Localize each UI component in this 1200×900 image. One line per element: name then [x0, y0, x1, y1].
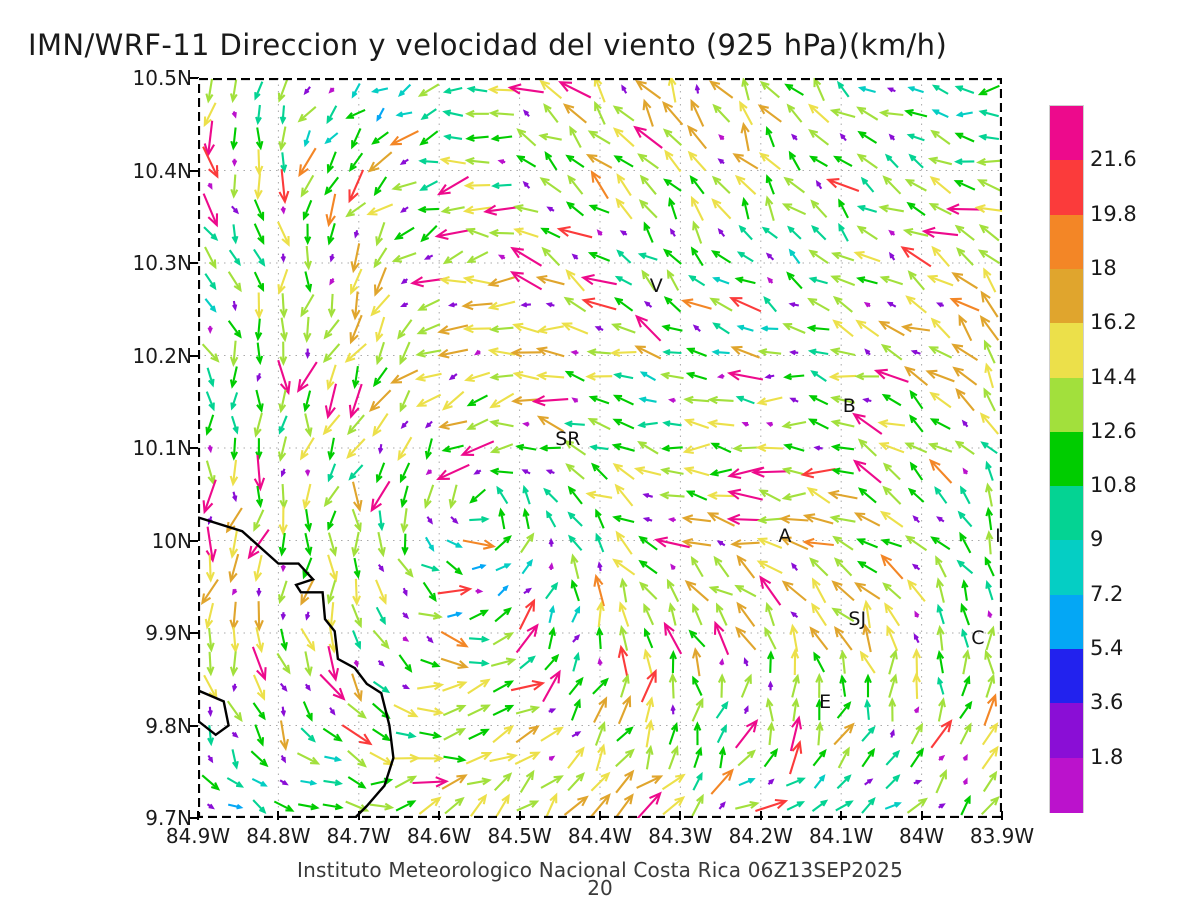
colorbar-band	[1050, 486, 1083, 542]
footer-overlap-text: 20	[587, 876, 613, 900]
y-tick-mark	[190, 447, 199, 449]
x-tick-label: 84.9W	[165, 824, 231, 848]
footer-text: Instituto Meteorologico Nacional Costa R…	[296, 858, 904, 882]
colorbar-tick-label: 1.8	[1090, 744, 1124, 769]
x-axis: 84.9W 84.8W 84.7W 84.6W 84.5W 84.4W 84.3W 84.2W…	[166, 811, 1034, 860]
x-tick-label: 84.4W	[567, 824, 633, 848]
map-station-label-sj: SJ	[848, 608, 867, 631]
y-tick-mark	[190, 262, 199, 264]
colorbar-band	[1050, 540, 1083, 596]
colorbar-tick-label: 7.2	[1090, 581, 1124, 606]
colorbar-tick-label: 12.6	[1090, 418, 1137, 443]
y-tick-mark	[190, 724, 199, 727]
map-station-label-i: I	[995, 524, 1001, 547]
x-tick-mark	[1001, 811, 1003, 820]
y-tick-mark	[190, 77, 199, 79]
colorbar	[1049, 105, 1084, 814]
colorbar-tick-label: 3.6	[1090, 690, 1124, 715]
colorbar-band	[1050, 703, 1083, 759]
colorbar-band	[1050, 377, 1083, 433]
x-tick-label: 84.5W	[487, 824, 552, 848]
x-tick-label: 84.6W	[407, 824, 472, 848]
y-axis: 9.7N 9.8N 9.9N 10N 10.1N 10.2N 10.3N 10.4N 10.5N	[0, 66, 199, 830]
map-station-label-v: V	[649, 275, 663, 298]
colorbar-tick-label: 9	[1090, 527, 1104, 552]
colorbar-labels: 21.6 19.8 18 16.2 14.4 12.6 10.8 9 7.2 5.4 3.6 1.8	[1090, 105, 1195, 811]
plot-frame	[198, 78, 1002, 818]
colorbar-tick-label: 16.2	[1090, 310, 1137, 335]
y-tick-label: 9.8N	[145, 713, 192, 738]
colorbar-band	[1050, 106, 1083, 162]
colorbar-band	[1050, 594, 1083, 651]
x-tick-mark	[679, 811, 682, 820]
map-station-label-b: B	[842, 395, 856, 418]
colorbar-band	[1050, 757, 1083, 814]
x-tick-label: 83.9W	[969, 824, 1035, 848]
x-tick-mark	[759, 811, 762, 820]
colorbar-tick-label: 5.4	[1090, 636, 1124, 661]
x-tick-mark	[920, 811, 923, 820]
wind-vector-plot: V SR B A SJ C E I	[198, 78, 1002, 818]
y-tick-label: 10.5N	[132, 66, 193, 90]
y-tick-mark	[190, 539, 199, 542]
map-station-label-sr: SR	[555, 427, 581, 450]
wind-vector-layer	[200, 78, 1002, 818]
colorbar-band	[1050, 431, 1083, 488]
colorbar-band	[1050, 160, 1083, 216]
map-station-label-e: E	[819, 691, 832, 714]
y-tick-label: 10.3N	[132, 251, 193, 275]
page-title: IMN/WRF-11 Direccion y velocidad del vie…	[28, 28, 948, 62]
colorbar-tick-label: 18	[1090, 255, 1117, 280]
colorbar-tick-label: 21.6	[1090, 147, 1137, 172]
x-tick-label: 84W	[898, 824, 945, 848]
x-tick-mark	[518, 811, 521, 820]
x-tick-mark	[599, 811, 601, 820]
colorbar-band	[1050, 214, 1083, 270]
y-tick-mark	[190, 354, 199, 357]
colorbar-tick-label: 14.4	[1090, 364, 1137, 389]
x-tick-mark	[840, 811, 843, 820]
colorbar-tick-label: 19.8	[1090, 201, 1137, 226]
x-tick-label: 84.3W	[648, 824, 713, 848]
colorbar-band	[1050, 268, 1083, 325]
x-tick-mark	[277, 811, 280, 820]
colorbar-band	[1050, 323, 1083, 379]
x-tick-label: 84.1W	[809, 824, 874, 848]
map-station-label-a: A	[778, 524, 792, 547]
y-tick-mark	[190, 817, 199, 819]
y-tick-label: 10.1N	[132, 436, 193, 460]
y-tick-label: 9.7N	[145, 806, 192, 830]
x-tick-label: 84.8W	[246, 824, 311, 848]
y-tick-mark	[190, 169, 199, 172]
y-tick-label: 10.4N	[132, 158, 193, 183]
y-tick-label: 10N	[151, 528, 192, 553]
x-tick-mark	[357, 811, 360, 820]
x-tick-label: 84.7W	[326, 824, 391, 848]
colorbar-tick-label: 10.8	[1090, 473, 1137, 498]
x-tick-mark	[197, 811, 199, 820]
y-tick-label: 9.9N	[145, 621, 192, 645]
x-tick-mark	[438, 811, 441, 820]
map-station-label-c: C	[971, 626, 985, 649]
x-tick-label: 84.2W	[728, 824, 793, 848]
y-tick-mark	[190, 632, 199, 634]
colorbar-band	[1050, 649, 1083, 705]
y-tick-label: 10.2N	[132, 343, 193, 368]
